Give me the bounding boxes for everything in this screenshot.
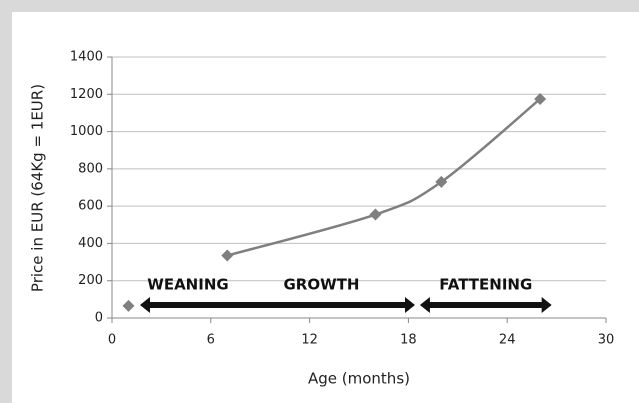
x-tick-label: 6 [207, 333, 215, 348]
x-tick-label: 18 [400, 333, 417, 348]
y-tick-label: 0 [95, 311, 103, 326]
phase-arrow [419, 297, 552, 313]
y-tick-label: 800 [78, 161, 103, 176]
marker [369, 208, 382, 221]
marker [122, 299, 135, 312]
y-tick-label: 1000 [70, 124, 103, 139]
x-axis-title: Age (months) [308, 370, 410, 388]
y-tick-label: 400 [78, 236, 103, 251]
x-tick-label: 0 [108, 333, 116, 348]
x-tick-label: 30 [598, 333, 615, 348]
marker [221, 249, 234, 262]
phase-label: WEANING [147, 276, 228, 294]
phase-arrow [139, 297, 415, 313]
phase-label: GROWTH [284, 276, 360, 294]
y-axis-title: Price in EUR (64Kg = 1EUR) [29, 84, 47, 292]
phase-label: FATTENING [439, 276, 532, 294]
y-tick-label: 200 [78, 273, 103, 288]
marker [534, 92, 547, 105]
marker [435, 175, 448, 188]
y-tick-label: 600 [78, 199, 103, 214]
x-tick-label: 12 [301, 333, 318, 348]
line [226, 97, 541, 257]
x-tick-label: 24 [499, 333, 516, 348]
chart-area [12, 12, 639, 403]
y-tick-label: 1200 [70, 87, 103, 102]
y-tick-label: 1400 [70, 50, 103, 65]
